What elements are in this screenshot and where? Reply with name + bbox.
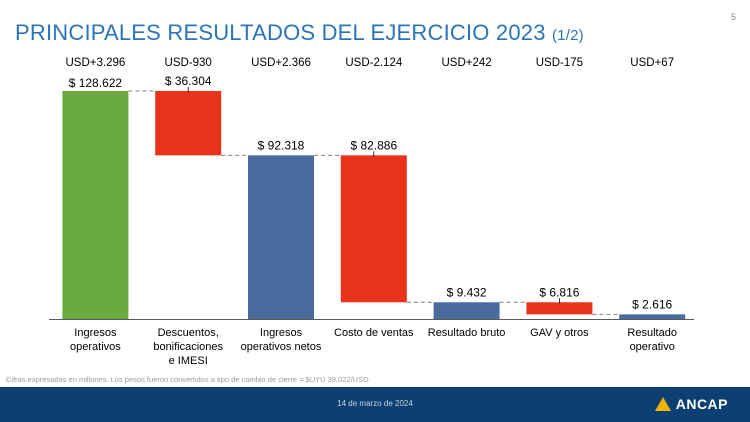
logo-triangle-icon: [654, 397, 671, 411]
data-label: $ 36.304: [165, 74, 212, 88]
category-label: Ingresos: [74, 327, 117, 339]
bar: [433, 302, 500, 319]
data-label: $ 9.432: [447, 285, 487, 299]
bar: [62, 91, 129, 319]
category-label: operativo: [630, 341, 675, 353]
bar: [619, 314, 686, 319]
category-label: operativos netos: [241, 341, 322, 353]
footer-bar: 14 de marzo de 2024 ANCAP: [0, 387, 750, 422]
category-label: Descuentos,: [158, 327, 219, 339]
ancap-logo: ANCAP: [654, 396, 728, 412]
data-label: $ 6.816: [539, 285, 579, 299]
usd-label: USD+2.366: [251, 57, 311, 69]
bar: [155, 91, 222, 156]
usd-label: USD-175: [536, 57, 583, 69]
category-label: Resultado: [627, 327, 677, 339]
data-label: $ 82.886: [350, 138, 397, 152]
category-label: e IMESI: [169, 355, 208, 367]
bar: [340, 155, 407, 303]
category-label: Ingresos: [260, 327, 303, 339]
usd-label: USD-2.124: [345, 57, 402, 69]
category-label: Costo de ventas: [334, 327, 414, 339]
category-label: bonificaciones: [153, 341, 223, 353]
usd-label: USD-930: [165, 57, 212, 69]
category-label: Resultado bruto: [428, 327, 506, 339]
page-title-suffix: (1/2): [551, 27, 584, 44]
usd-label: USD+3.296: [66, 57, 126, 69]
footnote: Cifras expresadas en millones. Los pesos…: [6, 375, 371, 384]
bar: [248, 155, 314, 319]
page-number: 5: [730, 12, 736, 22]
waterfall-chart: $ 128.622 USD+3.296 Ingresos operativos $ 36…: [49, 57, 694, 367]
bar: [526, 302, 593, 315]
page-title: PRINCIPALES RESULTADOS DEL EJERCICIO 202…: [15, 20, 584, 46]
page-title-text: PRINCIPALES RESULTADOS DEL EJERCICIO 202…: [15, 20, 546, 45]
data-label: $ 128.622: [69, 76, 123, 90]
category-label: operativos: [70, 341, 121, 353]
data-label: $ 92.318: [258, 138, 305, 152]
logo-text: ANCAP: [675, 396, 728, 412]
category-label: GAV y otros: [530, 327, 589, 339]
footer-date: 14 de marzo de 2024: [337, 399, 413, 408]
data-label: $ 2.616: [632, 297, 672, 311]
usd-label: USD+242: [442, 57, 492, 69]
usd-label: USD+67: [630, 57, 674, 69]
